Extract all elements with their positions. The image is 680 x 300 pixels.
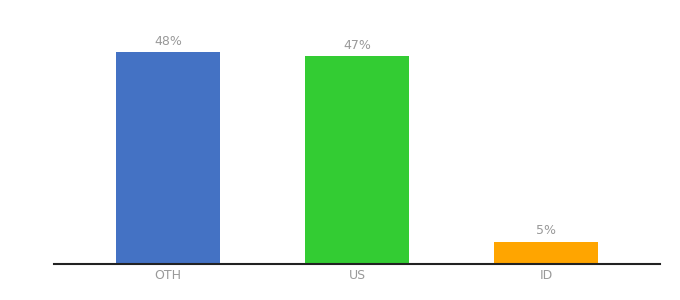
- Text: 48%: 48%: [154, 34, 182, 47]
- Bar: [305, 56, 409, 264]
- Bar: [116, 52, 220, 264]
- Text: 5%: 5%: [536, 224, 556, 238]
- Bar: [494, 242, 598, 264]
- Text: 47%: 47%: [343, 39, 371, 52]
